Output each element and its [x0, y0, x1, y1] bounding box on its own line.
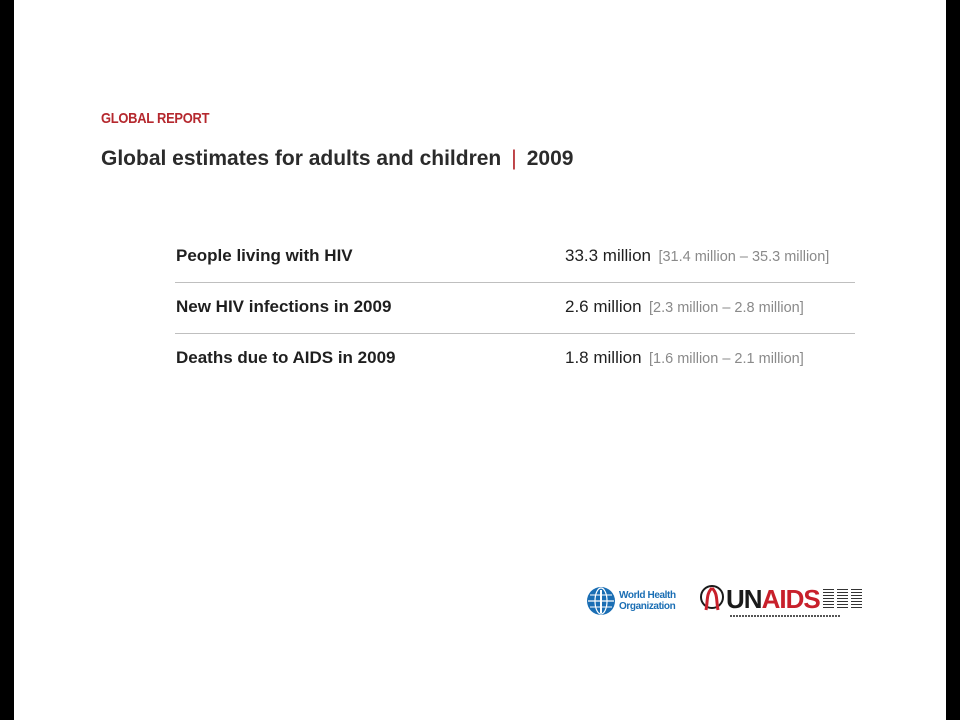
unaids-un: UN: [726, 584, 763, 614]
who-name-line2: Organization: [619, 601, 676, 612]
who-name: World Health Organization: [619, 590, 676, 612]
row-value: 2.6 million [2.3 million – 2.8 million]: [565, 297, 804, 317]
cosponsor-block: [850, 589, 862, 609]
row-range: [31.4 million – 35.3 million]: [658, 249, 830, 265]
title-separator: |: [511, 147, 517, 170]
estimates-table: People living with HIV 33.3 million [31.…: [175, 232, 855, 384]
unaids-subline: [730, 615, 840, 617]
row-label: Deaths due to AIDS in 2009: [176, 348, 396, 367]
title-text: Global estimates for adults and children: [101, 147, 502, 170]
slide-title: Global estimates for adults and children…: [101, 147, 573, 171]
row-label: New HIV infections in 2009: [176, 297, 392, 316]
unaids-cosponsor-text: [822, 589, 862, 609]
table-row: Deaths due to AIDS in 2009 1.8 million […: [175, 334, 855, 384]
report-kicker: GLOBAL REPORT: [101, 110, 210, 127]
slide: GLOBAL REPORT Global estimates for adult…: [14, 0, 946, 720]
unaids-logo: UNAIDS: [700, 584, 862, 617]
table-row: New HIV infections in 2009 2.6 million […: [175, 283, 855, 334]
who-logo: World Health Organization: [586, 586, 676, 616]
who-name-line1: World Health: [619, 590, 676, 601]
row-value: 33.3 million [31.4 million – 35.3 millio…: [565, 246, 829, 266]
unaids-wordmark: UNAIDS: [726, 584, 821, 614]
row-range: [2.3 million – 2.8 million]: [649, 300, 804, 316]
unaids-aids: AIDS: [761, 584, 821, 614]
row-value: 1.8 million [1.6 million – 2.1 million]: [565, 348, 804, 368]
row-number: 2.6 million: [565, 297, 642, 316]
cosponsor-block: [822, 589, 834, 609]
row-number: 1.8 million: [565, 348, 642, 367]
logo-bar: World Health Organization UNAIDS: [586, 584, 876, 620]
table-row: People living with HIV 33.3 million [31.…: [175, 232, 855, 283]
who-emblem-icon: [587, 587, 615, 615]
row-number: 33.3 million: [565, 246, 651, 265]
row-label: People living with HIV: [176, 246, 353, 265]
red-ribbon-icon: [700, 585, 724, 611]
row-range: [1.6 million – 2.1 million]: [649, 351, 804, 367]
title-year: 2009: [526, 147, 574, 170]
cosponsor-block: [836, 589, 848, 609]
